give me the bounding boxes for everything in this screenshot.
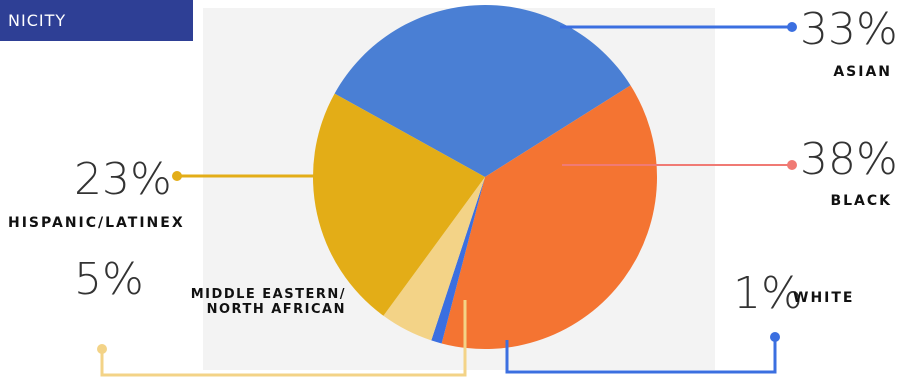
pie-slice-asian [334, 5, 631, 177]
section-title-tab: NICITY [0, 0, 193, 41]
data-label-asian: ASIAN [833, 64, 892, 80]
data-label-black: BLACK [830, 193, 892, 209]
pie-slice-hispanic-latinex [313, 93, 485, 316]
data-label-mena-pct: 5% [74, 254, 144, 305]
pie-slices [313, 5, 658, 350]
pie-slice-middle-eastern-north-african [383, 177, 485, 341]
section-title: NICITY [8, 11, 67, 30]
leader-dot-black [787, 160, 797, 170]
data-label-white-pct: 1% [733, 268, 803, 319]
pie-slice-white [431, 177, 485, 344]
data-label-asian-pct: 33% [800, 4, 898, 55]
leader-dot-asian [787, 22, 797, 32]
data-label-hispanic-pct: 23% [74, 154, 172, 205]
data-label-mena: MIDDLE EASTERN/ NORTH AFRICAN [190, 287, 346, 317]
leader-dot-hispanic [172, 171, 182, 181]
leader-line-white [505, 337, 777, 374]
data-label-hispanic: HISPANIC/LATINEX [8, 215, 185, 231]
leader-line-mena [100, 300, 467, 377]
data-label-black-pct: 38% [800, 134, 898, 185]
pie-slice-black [441, 85, 658, 350]
leader-dot-mena [97, 344, 107, 354]
leader-dot-white [770, 332, 780, 342]
data-label-white: WHITE [793, 290, 855, 306]
